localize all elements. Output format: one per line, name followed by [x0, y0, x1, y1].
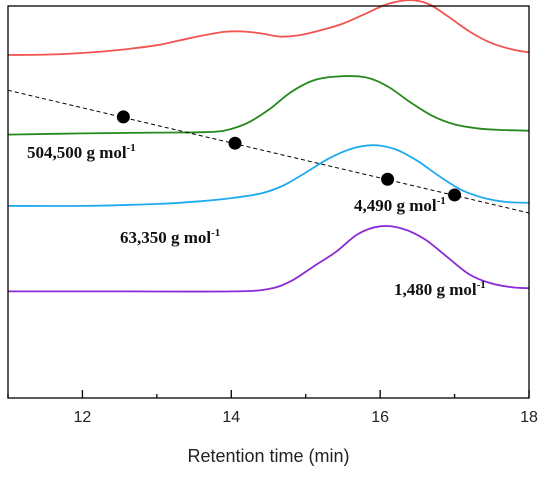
chromatogram-traces — [7, 0, 530, 293]
calibration-point-1 — [116, 110, 130, 124]
anno-1480: 1,480 g mol-1 — [394, 279, 486, 299]
x-tick-label-18: 18 — [520, 409, 538, 426]
calibration-point-4 — [448, 188, 462, 202]
calibration-point-3 — [381, 172, 395, 186]
calibration-layer — [7, 89, 530, 214]
x-axis-label: Retention time (min) — [187, 446, 349, 466]
x-tick-label-16: 16 — [371, 409, 389, 426]
calibration-point-2 — [228, 136, 242, 150]
x-tick-label-14: 14 — [222, 409, 240, 426]
trace-purple — [8, 225, 530, 293]
x-tick-label-12: 12 — [74, 409, 92, 426]
anno-4490: 4,490 g mol-1 — [354, 195, 446, 215]
anno-504500: 504,500 g mol-1 — [27, 142, 136, 162]
anno-63350: 63,350 g mol-1 — [120, 227, 220, 247]
trace-blue — [7, 144, 530, 207]
trace-red — [7, 0, 530, 56]
plot-frame — [7, 5, 530, 399]
trace-green — [7, 75, 530, 136]
calibration-line — [7, 89, 530, 214]
molar-mass-annotations: 504,500 g mol-1 63,350 g mol-1 4,490 g m… — [27, 142, 486, 299]
x-axis-ticks: 12 14 16 18 — [7, 390, 538, 426]
